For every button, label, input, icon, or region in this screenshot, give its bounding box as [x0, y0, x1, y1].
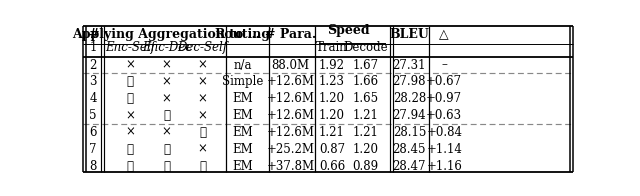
- Text: △: △: [440, 28, 449, 41]
- Text: 88.0M: 88.0M: [272, 59, 310, 72]
- Text: ✓: ✓: [163, 160, 170, 172]
- Text: 1.66: 1.66: [352, 75, 378, 88]
- Text: EM: EM: [232, 160, 253, 172]
- Text: Simple: Simple: [222, 75, 264, 88]
- Text: ✓: ✓: [199, 160, 206, 172]
- Text: +0.97: +0.97: [426, 92, 462, 105]
- Text: EM: EM: [232, 143, 253, 156]
- Text: ×: ×: [162, 59, 172, 72]
- Text: Enc-Dec: Enc-Dec: [142, 41, 192, 54]
- Text: 27.94: 27.94: [392, 109, 426, 122]
- Text: ×: ×: [162, 126, 172, 139]
- Text: 1.23: 1.23: [319, 75, 345, 88]
- Text: 1.65: 1.65: [352, 92, 378, 105]
- Text: 1.67: 1.67: [352, 59, 378, 72]
- Text: ×: ×: [198, 75, 207, 88]
- Text: 4: 4: [90, 92, 97, 105]
- Text: # Para.: # Para.: [265, 28, 316, 41]
- Text: ×: ×: [198, 59, 207, 72]
- Text: 0.87: 0.87: [319, 143, 345, 156]
- Text: Train: Train: [316, 41, 348, 54]
- Text: 3: 3: [90, 75, 97, 88]
- Text: ✓: ✓: [163, 143, 170, 156]
- Text: 1: 1: [90, 41, 97, 54]
- Text: 1.20: 1.20: [319, 109, 345, 122]
- Text: 0.66: 0.66: [319, 160, 345, 172]
- Text: +12.6M: +12.6M: [267, 75, 315, 88]
- Text: +12.6M: +12.6M: [267, 126, 315, 139]
- Text: +0.67: +0.67: [426, 75, 462, 88]
- Text: +12.6M: +12.6M: [267, 92, 315, 105]
- Text: n/a: n/a: [234, 59, 252, 72]
- Text: ×: ×: [125, 109, 135, 122]
- Text: 5: 5: [90, 109, 97, 122]
- Text: ×: ×: [198, 92, 207, 105]
- Text: ×: ×: [198, 143, 207, 156]
- Text: ✓: ✓: [163, 109, 170, 122]
- Text: ×: ×: [162, 75, 172, 88]
- Text: 28.45: 28.45: [392, 143, 426, 156]
- Text: 28.15: 28.15: [393, 126, 426, 139]
- Text: +1.16: +1.16: [426, 160, 462, 172]
- Text: 1.92: 1.92: [319, 59, 345, 72]
- Text: 1.20: 1.20: [319, 92, 345, 105]
- Text: +0.84: +0.84: [426, 126, 462, 139]
- Text: Speed: Speed: [327, 24, 370, 37]
- Text: +1.14: +1.14: [426, 143, 462, 156]
- Text: 1.20: 1.20: [352, 143, 378, 156]
- Text: ✓: ✓: [127, 160, 134, 172]
- Text: 0.89: 0.89: [352, 160, 378, 172]
- Text: 28.47: 28.47: [392, 160, 426, 172]
- Text: #: #: [88, 28, 99, 41]
- Text: ×: ×: [162, 92, 172, 105]
- Text: ×: ×: [198, 109, 207, 122]
- Text: 6: 6: [90, 126, 97, 139]
- Text: 7: 7: [90, 143, 97, 156]
- Text: Dec-Self: Dec-Self: [177, 41, 227, 54]
- Text: 8: 8: [90, 160, 97, 172]
- Text: +0.63: +0.63: [426, 109, 462, 122]
- Text: 28.28: 28.28: [393, 92, 426, 105]
- Text: Applying Aggregation to …: Applying Aggregation to …: [72, 28, 260, 41]
- Text: Enc-Self: Enc-Self: [106, 41, 156, 54]
- Text: Routing: Routing: [214, 28, 271, 41]
- Text: ✓: ✓: [199, 126, 206, 139]
- Text: ×: ×: [125, 126, 135, 139]
- Text: 27.31: 27.31: [392, 59, 426, 72]
- Text: 2: 2: [90, 59, 97, 72]
- Text: Decode: Decode: [343, 41, 387, 54]
- Text: ✓: ✓: [127, 75, 134, 88]
- Text: +37.8M: +37.8M: [267, 160, 315, 172]
- Text: ✓: ✓: [127, 92, 134, 105]
- Text: EM: EM: [232, 126, 253, 139]
- Text: BLEU: BLEU: [389, 28, 429, 41]
- Text: 1.21: 1.21: [319, 126, 345, 139]
- Text: +12.6M: +12.6M: [267, 109, 315, 122]
- Text: –: –: [442, 59, 447, 72]
- Text: ✓: ✓: [127, 143, 134, 156]
- Text: EM: EM: [232, 92, 253, 105]
- Text: ×: ×: [125, 59, 135, 72]
- Text: 1.21: 1.21: [352, 126, 378, 139]
- Text: +25.2M: +25.2M: [267, 143, 315, 156]
- Text: 27.98: 27.98: [392, 75, 426, 88]
- Text: 1.21: 1.21: [352, 109, 378, 122]
- Text: EM: EM: [232, 109, 253, 122]
